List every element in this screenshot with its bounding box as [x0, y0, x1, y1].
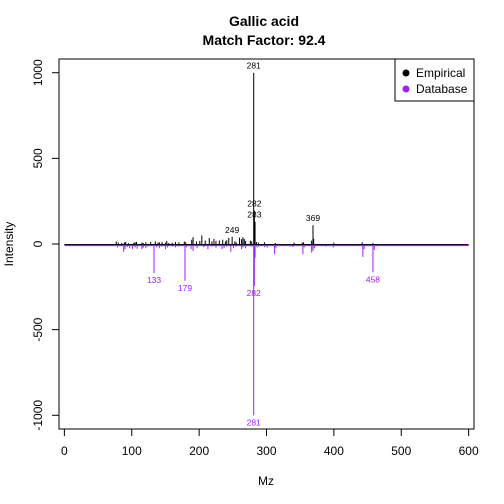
y-axis-label: Intensity — [2, 222, 16, 267]
series-database — [117, 244, 375, 416]
peak-label: 369 — [306, 213, 320, 223]
legend: Empirical Database — [394, 58, 475, 102]
peak-label: 179 — [178, 283, 192, 293]
peak-label: 281 — [247, 417, 261, 427]
peak-label: 281 — [247, 61, 261, 71]
peak-label: 458 — [366, 274, 380, 284]
peak-label: 249 — [225, 225, 239, 235]
x-tick-label: 400 — [324, 444, 344, 458]
series-empirical — [115, 72, 374, 244]
x-tick-label: 600 — [459, 444, 479, 458]
x-tick-label: 300 — [256, 444, 276, 458]
x-tick-label: 500 — [391, 444, 411, 458]
y-tick-label: 1000 — [31, 59, 45, 86]
x-axis-label: Mz — [258, 474, 274, 488]
legend-marker-database — [402, 85, 410, 93]
y-tick-label: 0 — [31, 240, 45, 247]
legend-box — [394, 58, 475, 102]
peak-label: 133 — [147, 275, 161, 285]
y-tick-label: 500 — [31, 148, 45, 168]
legend-label-empirical: Empirical — [416, 66, 465, 80]
x-axis: 0 100 200 300 400 500 600 — [61, 428, 479, 458]
x-tick-label: 200 — [189, 444, 209, 458]
x-tick-label: 100 — [122, 444, 142, 458]
peak-label: 282 — [247, 288, 261, 298]
y-tick-label: -500 — [31, 317, 45, 341]
peak-label: 282 — [247, 199, 261, 209]
y-axis: -1000 -500 0 500 1000 — [31, 59, 60, 431]
chart-title: Gallic acid — [229, 13, 299, 29]
peak-label: 283 — [247, 210, 261, 220]
x-tick-label: 0 — [61, 444, 68, 458]
y-tick-label: -1000 — [31, 400, 45, 431]
chart-subtitle: Match Factor: 92.4 — [203, 32, 326, 48]
legend-label-database: Database — [416, 82, 468, 96]
legend-marker-empirical — [402, 69, 410, 77]
